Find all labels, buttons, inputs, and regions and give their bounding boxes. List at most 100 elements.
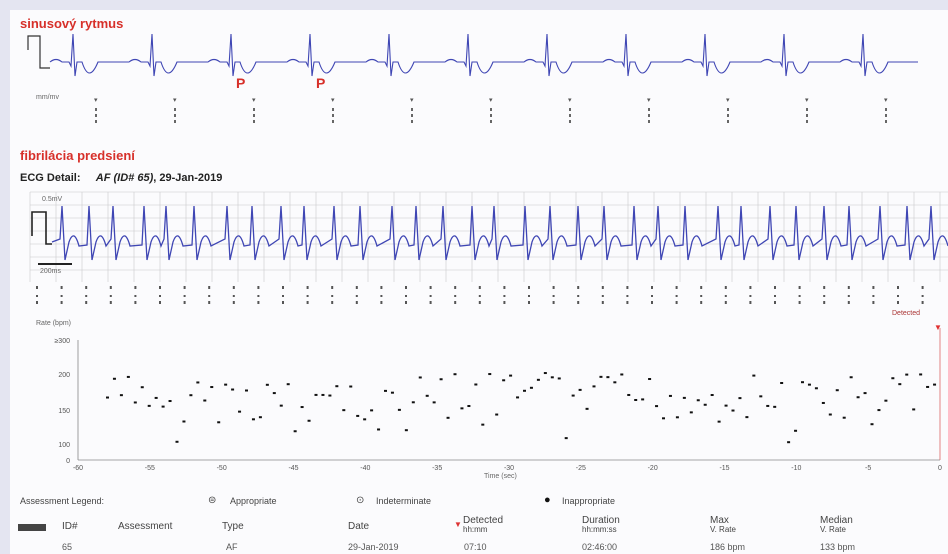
rate-point [203,399,207,402]
af-beat-marker-tick [897,286,899,289]
rate-point [926,385,930,388]
rate-y-tick-label: 200 [58,372,70,379]
beat-marker-tick [490,108,492,111]
indeterminate-icon: ⊙ [356,495,365,506]
beat-marker-tick [648,120,650,123]
af-beat-marker-tick [159,286,161,289]
col-assessment[interactable]: Assessment [118,521,173,532]
rate-x-tick-label: -25 [576,465,586,472]
col-id[interactable]: ID# [62,521,78,532]
rate-point [119,394,123,397]
rate-y-tick-label: 100 [58,442,70,449]
af-beat-marker-tick [282,286,284,289]
beat-marker-tick [885,114,887,117]
col-median-rate[interactable]: Median V. Rate [820,516,853,535]
rate-chart-ylabel: Rate (bpm) [36,320,72,327]
rate-point [634,398,638,401]
beat-marker-tick [490,120,492,123]
af-beat-marker-tick [331,286,334,289]
rate-point [328,394,332,397]
af-beat-marker-tick [724,301,727,304]
af-title: fibrilácia predsiení [20,148,135,163]
rate-x-tick-label: -40 [360,465,370,472]
col-date[interactable]: Date [348,521,370,532]
af-beat-marker-tick [85,286,88,289]
af-beat-marker-tick [651,301,653,304]
rate-point [613,381,617,384]
beat-marker: ▾ [489,97,493,104]
af-beat-marker-tick [380,301,383,304]
af-beat-marker-tick [700,286,703,289]
col-duration[interactable]: Duration hh:mm:ss [582,516,620,535]
rate-point [919,373,923,376]
beat-marker-tick [411,114,413,117]
af-beat-marker-tick [823,295,826,297]
rate-point [884,399,888,402]
col-max-rate[interactable]: Max V. Rate [710,516,736,535]
rate-point [912,408,916,411]
beat-marker: ▾ [647,97,651,104]
rate-point [245,389,248,392]
af-beat-marker-tick [478,286,481,289]
sinus-rhythm-title: sinusový rytmus [20,16,124,31]
af-beat-marker-tick [232,295,235,297]
row-duration: 02:46:00 [582,542,618,552]
beat-marker-tick [569,114,571,117]
af-beat-marker-tick [355,295,358,297]
af-beat-marker-tick [405,286,407,289]
af-beat-marker-tick [60,295,63,297]
rate-point [599,375,603,378]
rate-point [286,383,290,386]
rate-point [807,383,811,386]
af-beat-marker-tick [159,295,161,297]
beat-marker-tick [648,114,650,117]
rate-point [342,409,346,412]
sinus-ecg-strip: ▾ ▾ ▾ ▾ ▾ ▾ ▾ ▾ ▾ ▾ ▾ [27,33,918,123]
ecg-report-page: sinusový rytmus ▾ ▾ ▾ ▾ ▾ ▾ ▾ ▾ ▾ ▾ ▾ P P mm/mv fi… [10,10,948,554]
rate-x-tick-label: -20 [648,465,658,472]
col-detected[interactable]: Detected hh:mm [463,516,503,535]
rate-point [370,409,374,412]
af-beat-marker-tick [429,301,432,304]
legend-appropriate: Appropriate [230,496,277,506]
af-beat-marker-tick [577,301,580,304]
rate-point [168,400,172,403]
af-beat-marker-tick [183,286,186,289]
af-beat-marker-tick [208,286,211,289]
beat-marker-tick [253,108,255,111]
rate-point [606,376,610,379]
af-beat-marker-tick [528,295,530,297]
ecg-detail-episode: AF (ID# 65) [95,172,154,184]
af-beat-marker-tick [306,286,309,289]
rate-point [905,373,909,376]
col-type[interactable]: Type [222,521,244,532]
rate-point [502,379,506,382]
af-beat-marker-tick [675,301,678,304]
rate-point [425,394,429,397]
sort-descending-icon[interactable]: ▼ [454,520,462,529]
af-beat-marker-tick [109,301,112,304]
af-beat-marker-tick [724,295,727,297]
af-beat-marker-tick [36,286,38,289]
sinus-calibration-pulse [27,35,50,69]
rate-point [592,385,596,388]
beat-marker-tick [332,108,334,111]
af-beat-marker-tick [257,295,260,297]
af-beat-marker-tick [823,301,826,304]
af-beat-marker-tick [847,301,850,304]
af-beat-marker-tick [331,301,334,304]
rate-point [272,392,276,395]
table-row[interactable]: 65 AF 29-Jan-2019 07:10 02:46:00 186 bpm… [10,542,948,554]
beat-marker: ▾ [410,97,414,104]
af-beat-marker-tick [528,286,530,289]
row-type: AF [226,542,238,552]
menu-icon[interactable] [18,524,46,531]
af-beat-marker-tick [282,295,284,297]
af-beat-marker-tick [503,301,506,304]
rate-point [481,423,485,426]
rate-point [523,389,526,392]
rate-point [682,396,686,399]
rate-point [404,429,408,432]
rate-point [536,378,540,381]
